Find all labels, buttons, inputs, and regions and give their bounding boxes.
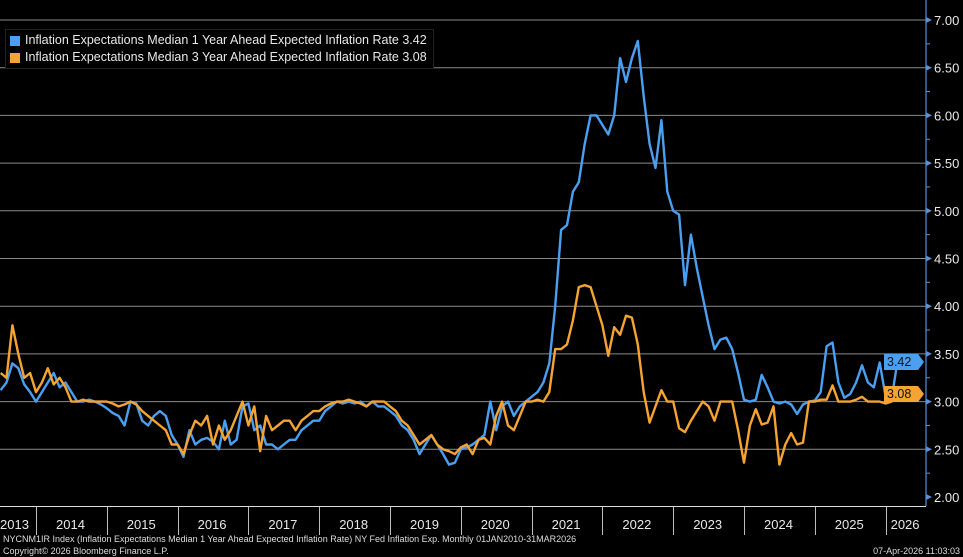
y-tick-label: 2.50 — [934, 442, 959, 457]
year-separator — [885, 507, 887, 535]
y-tick-label: 7.00 — [934, 13, 959, 28]
x-tick-label: 2025 — [834, 517, 864, 532]
legend-item-3y: Inflation Expectations Median 3 Year Ahe… — [10, 49, 427, 66]
year-separator — [248, 507, 250, 535]
year-separator — [673, 507, 675, 535]
legend-label-3y: Inflation Expectations Median 3 Year Ahe… — [25, 50, 427, 64]
x-tick-label: 2019 — [410, 517, 439, 532]
year-separator — [602, 507, 604, 535]
y-tick-mark — [926, 64, 932, 71]
y-tick-mark — [926, 207, 932, 214]
year-separator — [814, 507, 816, 535]
footer: NYCNM1IR Index (Inflation Expectations M… — [3, 534, 960, 557]
y-tick-label: 5.50 — [934, 156, 959, 171]
legend-label-1y: Inflation Expectations Median 1 Year Ahe… — [25, 33, 427, 47]
legend: Inflation Expectations Median 1 Year Ahe… — [5, 29, 434, 69]
y-tick-mark — [926, 17, 932, 23]
y-tick-label: 6.00 — [934, 108, 959, 123]
x-tick-label: 2016 — [197, 517, 227, 532]
x-tick-label: 2021 — [551, 517, 581, 532]
last-value-tag-1y: 3.42 — [884, 353, 924, 370]
y-tick-mark — [926, 160, 932, 167]
y-tick-label: 3.00 — [934, 395, 959, 410]
series-line-3y — [0, 284, 899, 466]
legend-swatch-blue — [10, 35, 20, 46]
x-tick-label: 2017 — [268, 517, 298, 532]
footer-copyright: Copyright© 2026 Bloomberg Finance L.P. — [3, 546, 169, 556]
footer-description: NYCNM1IR Index (Inflation Expectations M… — [3, 534, 577, 544]
line-chart: 2.00 2.50 3.00 3.50 4.00 4.50 5.00 5.50 6.00 6.50… — [0, 0, 959, 506]
year-separator — [36, 507, 37, 535]
footer-timestamp: 07-Apr-2026 11:03:03 — [873, 546, 960, 556]
y-tick-label: 4.50 — [934, 252, 959, 267]
legend-swatch-orange — [10, 52, 20, 63]
y-tick-mark — [926, 255, 932, 262]
x-tick-label: 2014 — [56, 517, 85, 532]
x-tick-label: 2024 — [764, 517, 793, 532]
y-tick-label: 6.50 — [934, 61, 959, 76]
year-separator — [106, 507, 108, 535]
last-value-tag-3y: 3.08 — [884, 385, 924, 402]
y-tick-mark — [926, 446, 932, 453]
year-separator — [319, 507, 321, 535]
y-tick-label: 3.50 — [934, 347, 959, 362]
y-tick-mark — [926, 494, 932, 500]
year-separator — [531, 507, 533, 535]
y-tick-label: 5.00 — [934, 204, 959, 219]
legend-item-1y: Inflation Expectations Median 1 Year Ahe… — [10, 32, 427, 49]
x-tick-label: 2013 — [0, 517, 29, 532]
x-axis-years: 2013 2014 2015 2016 2017 2018 2019 2020 2021 2022… — [0, 506, 926, 535]
year-separator — [177, 507, 179, 535]
x-tick-label: 2020 — [480, 517, 510, 532]
year-separator — [390, 507, 391, 535]
series-line-1y — [0, 39, 899, 466]
year-separator — [460, 507, 462, 535]
y-tick-mark — [926, 350, 932, 357]
y-tick-label: 2.00 — [934, 490, 959, 505]
x-tick-label: 2023 — [693, 517, 723, 532]
year-separator — [744, 507, 745, 535]
x-tick-label: 2015 — [126, 517, 156, 532]
y-tick-mark — [926, 303, 932, 310]
y-tick-mark — [926, 398, 932, 405]
y-tick-label: 4.00 — [934, 299, 959, 314]
x-tick-label: 2018 — [339, 517, 369, 532]
y-tick-mark — [926, 112, 932, 119]
x-tick-label: 2022 — [622, 517, 652, 532]
x-tick-label: 2026 — [890, 517, 920, 532]
